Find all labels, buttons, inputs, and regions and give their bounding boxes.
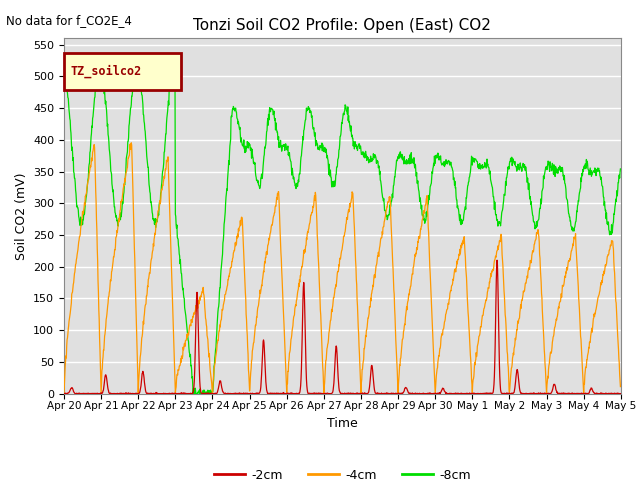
X-axis label: Time: Time bbox=[327, 417, 358, 430]
Y-axis label: Soil CO2 (mV): Soil CO2 (mV) bbox=[15, 172, 28, 260]
FancyBboxPatch shape bbox=[64, 53, 181, 90]
Legend: -2cm, -4cm, -8cm: -2cm, -4cm, -8cm bbox=[209, 464, 476, 480]
Title: Tonzi Soil CO2 Profile: Open (East) CO2: Tonzi Soil CO2 Profile: Open (East) CO2 bbox=[193, 18, 492, 33]
Text: No data for f_CO2E_4: No data for f_CO2E_4 bbox=[6, 14, 132, 27]
Text: TZ_soilco2: TZ_soilco2 bbox=[70, 64, 142, 78]
